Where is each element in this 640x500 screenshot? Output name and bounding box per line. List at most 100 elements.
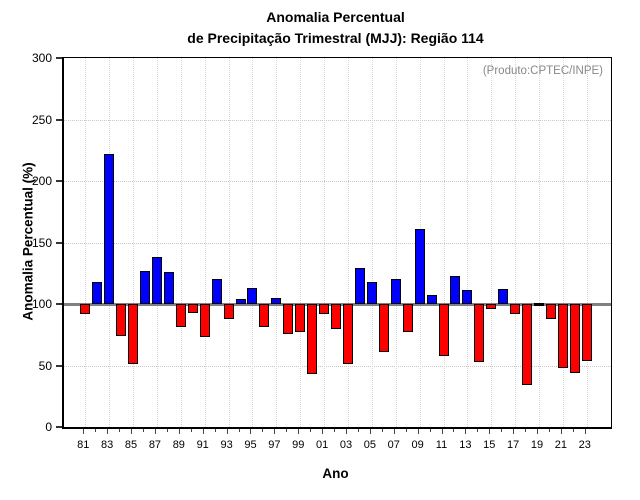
y-tick [56,303,62,305]
x-tick [334,429,336,432]
bar-1985 [128,304,139,365]
y-tick [56,241,62,244]
h-gridline [64,242,611,244]
bar-2015 [486,304,497,309]
x-tick [417,429,419,434]
x-tick [357,429,359,432]
x-tick [238,429,240,432]
y-tick [56,57,62,59]
x-tick [501,429,503,432]
x-tick [489,429,491,434]
x-tick [405,429,407,432]
v-gridline [562,58,564,427]
bar-2009 [414,228,425,304]
x-tick [107,429,109,434]
x-tick-label: 19 [530,439,544,451]
x-tick [214,429,216,432]
bar-2014 [474,304,485,362]
y-tick-label: 50 [38,358,52,373]
y-tick [56,426,62,428]
x-tick-label: 83 [101,439,114,451]
x-tick [262,429,264,432]
v-gridline [515,58,517,427]
y-tick-label: 200 [31,174,52,188]
x-tick-label: 99 [292,439,305,451]
bar-2002 [331,304,342,329]
x-tick-label: 15 [483,439,496,451]
bar-1995 [247,288,258,304]
x-tick [429,429,431,432]
bar-2012 [450,275,461,304]
bar-1981 [80,304,91,314]
x-tick-label: 89 [172,439,185,451]
x-tick-label: 13 [459,439,472,451]
bar-1998 [283,304,294,334]
bar-2019 [534,302,545,306]
x-tick [250,429,252,434]
v-gridline [491,58,493,427]
plot-area: (Produto:CPTEC/INPE) [62,57,612,429]
bar-2011 [438,304,449,356]
bar-2000 [307,304,318,375]
bar-2007 [390,279,401,304]
x-tick-label: 07 [387,439,400,451]
y-tick-label: 300 [31,51,52,65]
bar-2021 [557,304,568,368]
x-tick-label: 91 [196,439,209,451]
bar-1989 [175,304,186,328]
x-tick [166,429,168,432]
bar-2008 [402,304,413,333]
x-tick [477,429,479,432]
x-tick [143,429,144,432]
v-gridline [324,58,326,427]
y-tick [56,364,62,367]
chart-title-line2: de Precipitação Trimestral (MJJ): Região… [187,30,484,46]
x-tick [525,429,527,432]
x-tick [572,429,574,432]
bar-1994 [235,299,246,304]
bar-2013 [462,290,473,304]
v-gridline [156,58,158,427]
x-tick [453,429,455,432]
bar-1993 [223,304,234,319]
y-tick-label: 0 [45,420,52,434]
bar-2005 [366,281,377,304]
bar-2010 [426,295,437,304]
y-tick-label: 150 [31,235,52,250]
bar-1999 [295,304,306,333]
x-tick [322,429,324,434]
x-tick-label: 17 [507,439,520,451]
bar-2006 [378,304,389,352]
x-tick [441,429,443,434]
bar-2020 [545,304,556,319]
x-tick [393,429,395,434]
v-gridline [300,58,302,427]
x-tick-label: 95 [244,439,257,451]
v-gridline [180,58,182,427]
v-gridline [252,58,254,427]
v-gridline [443,58,445,427]
x-tick-label: 81 [77,439,90,451]
x-tick [274,429,276,434]
x-tick-label: 01 [315,439,329,451]
chart-title: Anomalia Percentual de Precipitação Trim… [62,7,609,49]
x-tick [548,429,550,432]
bar-1992 [211,279,222,304]
bar-1987 [151,257,162,304]
x-tick [560,429,562,434]
bar-1984 [116,304,127,336]
v-gridline [347,58,349,427]
x-tick [584,429,586,434]
y-tick-label: 100 [31,297,52,311]
bar-1988 [163,272,174,304]
x-tick-label: 09 [411,439,424,451]
x-tick [537,429,539,434]
x-tick [381,429,383,432]
x-tick [178,429,180,434]
bar-2018 [522,304,533,386]
v-gridline [586,58,588,427]
x-tick-label: 11 [435,439,448,451]
x-tick [154,429,156,434]
chart-title-line1: Anomalia Percentual [266,9,405,25]
